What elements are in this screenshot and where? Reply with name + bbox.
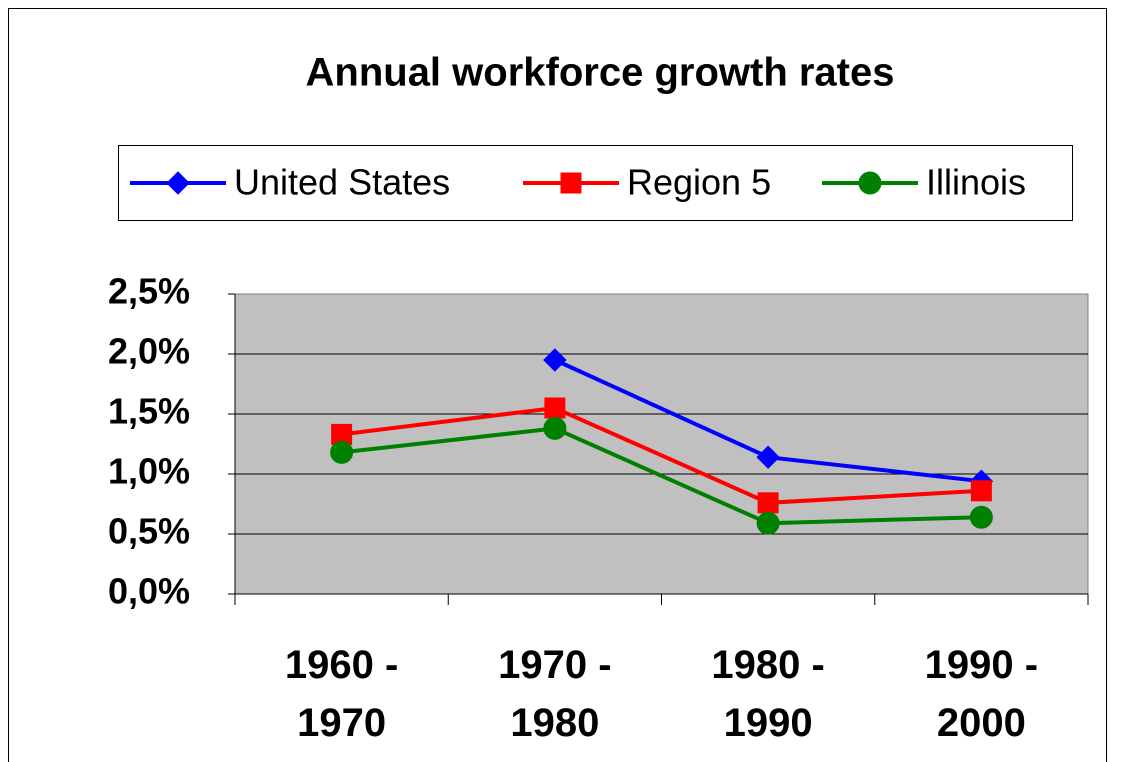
x-tick-label: 1970 - 1980 — [498, 643, 612, 745]
legend-label: United States — [234, 162, 450, 203]
y-tick-label: 0,0% — [108, 571, 190, 612]
data-point — [756, 445, 780, 469]
x-tick-label: 1980 - 1990 — [711, 643, 825, 745]
y-tick-label: 2,5% — [108, 271, 190, 312]
data-point — [969, 505, 993, 529]
y-tick-label: 2,0% — [108, 331, 190, 372]
data-point — [757, 492, 779, 514]
data-point — [970, 480, 992, 502]
legend-marker — [560, 172, 582, 194]
plot-area — [234, 293, 1089, 595]
y-tick-label: 1,0% — [108, 451, 190, 492]
legend-marker — [858, 171, 882, 195]
chart-title: Annual workforce growth rates — [306, 51, 895, 95]
legend-label: Region 5 — [627, 162, 771, 203]
series-line — [341, 426, 982, 526]
data-point — [544, 397, 566, 419]
data-point — [543, 416, 567, 440]
data-point — [756, 511, 780, 535]
x-tick-label: 1960 - 1970 — [284, 643, 399, 745]
x-tick-label: 1990 - 2000 — [924, 643, 1039, 745]
data-point — [330, 440, 354, 464]
legend-label: Illinois — [926, 162, 1026, 203]
series-line — [341, 405, 982, 505]
y-tick-label: 1,5% — [108, 391, 190, 432]
legend-marker — [166, 171, 190, 195]
y-tick-label: 0,5% — [108, 511, 190, 552]
data-point — [543, 348, 567, 372]
